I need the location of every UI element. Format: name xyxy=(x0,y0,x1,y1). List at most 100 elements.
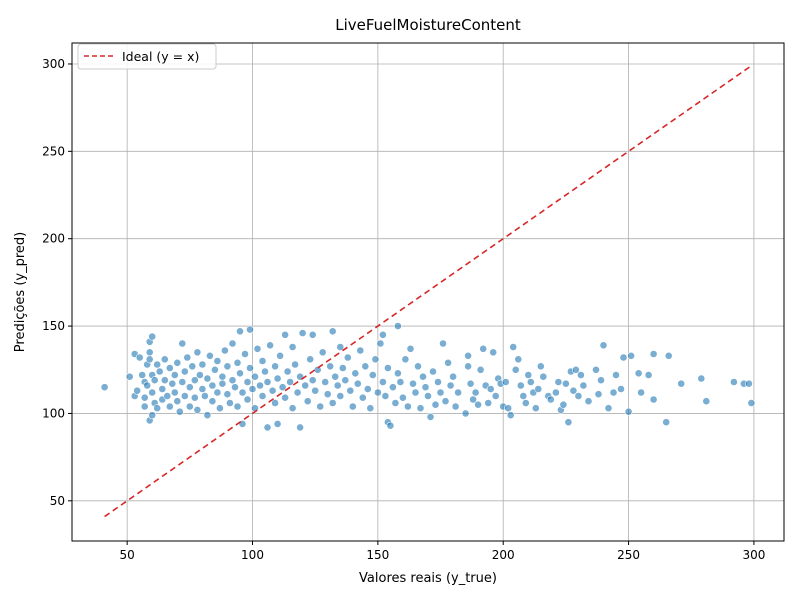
data-point xyxy=(148,411,157,420)
data-point xyxy=(506,411,515,420)
data-point xyxy=(170,388,179,397)
data-point xyxy=(414,362,422,371)
data-point xyxy=(328,399,337,407)
data-point xyxy=(572,365,580,374)
y-tick-label: 150 xyxy=(42,319,65,333)
x-axis-label: Valores reais (y_true) xyxy=(359,571,497,586)
data-point xyxy=(180,392,189,400)
data-point xyxy=(474,400,482,409)
data-point xyxy=(145,355,154,364)
data-point xyxy=(180,367,189,376)
data-point xyxy=(398,393,407,402)
data-point xyxy=(143,381,152,390)
data-point xyxy=(584,397,593,406)
data-point xyxy=(436,388,445,397)
data-point xyxy=(348,402,357,411)
data-point xyxy=(619,353,628,362)
data-point xyxy=(486,385,495,393)
data-point xyxy=(594,390,603,399)
data-point xyxy=(393,369,402,378)
data-point xyxy=(697,374,706,383)
data-point xyxy=(554,378,563,386)
y-tick-label: 250 xyxy=(42,144,65,158)
data-point xyxy=(163,392,172,400)
data-point xyxy=(363,385,372,393)
data-point xyxy=(546,395,555,404)
data-point xyxy=(514,355,523,364)
data-point xyxy=(233,402,242,411)
data-point xyxy=(328,327,337,336)
data-point xyxy=(451,402,460,411)
data-point xyxy=(446,381,455,390)
data-point xyxy=(263,423,272,432)
data-point xyxy=(165,402,174,411)
ideal-line xyxy=(104,65,752,518)
data-point xyxy=(444,358,452,367)
data-point xyxy=(358,393,367,402)
data-point xyxy=(188,362,197,371)
data-point xyxy=(403,402,412,411)
data-point xyxy=(135,353,144,362)
data-point xyxy=(160,376,169,385)
data-point xyxy=(426,412,435,421)
data-point xyxy=(574,392,583,400)
data-point xyxy=(371,355,380,364)
data-point xyxy=(256,381,264,390)
data-point xyxy=(213,388,222,397)
data-point xyxy=(331,372,340,381)
data-point xyxy=(218,379,227,388)
data-point xyxy=(263,378,272,386)
data-point xyxy=(168,379,177,388)
data-point xyxy=(190,376,199,385)
data-point xyxy=(336,392,345,400)
data-point xyxy=(173,358,182,367)
data-point xyxy=(612,371,620,379)
data-point xyxy=(336,343,345,351)
data-point xyxy=(521,399,530,407)
x-tick-label: 150 xyxy=(366,548,389,562)
data-point xyxy=(208,381,217,390)
data-point xyxy=(293,388,302,397)
y-tick-label: 300 xyxy=(42,57,65,71)
data-point xyxy=(649,395,658,404)
data-point xyxy=(283,367,292,376)
data-point xyxy=(238,388,247,397)
data-point xyxy=(664,351,673,360)
data-point xyxy=(577,371,585,379)
chart-title: LiveFuelMoistureContent xyxy=(335,16,521,34)
data-point xyxy=(220,346,229,355)
data-point xyxy=(401,355,410,364)
data-point xyxy=(454,388,462,397)
x-tick-label: 100 xyxy=(241,548,264,562)
data-point xyxy=(617,385,625,393)
data-point xyxy=(228,376,237,385)
data-point xyxy=(155,367,164,376)
data-point xyxy=(308,330,317,339)
data-point xyxy=(231,383,239,392)
data-point xyxy=(479,344,488,353)
data-point xyxy=(439,339,447,348)
data-point xyxy=(343,353,352,362)
data-point xyxy=(243,378,252,386)
data-point xyxy=(469,395,477,404)
data-point xyxy=(125,372,134,381)
data-point xyxy=(258,357,267,365)
data-point xyxy=(609,388,618,397)
data-point xyxy=(271,362,279,371)
data-point xyxy=(476,365,485,374)
data-point xyxy=(203,374,212,383)
data-point xyxy=(148,332,157,341)
data-point xyxy=(356,346,365,355)
ideal-line-group xyxy=(104,65,752,518)
data-point xyxy=(627,351,635,360)
data-point xyxy=(203,411,212,420)
data-point xyxy=(604,404,613,413)
data-point xyxy=(441,397,450,406)
data-point xyxy=(158,385,167,393)
data-point xyxy=(215,404,224,413)
data-point xyxy=(326,362,335,371)
data-point xyxy=(341,376,350,385)
data-point xyxy=(233,358,242,367)
